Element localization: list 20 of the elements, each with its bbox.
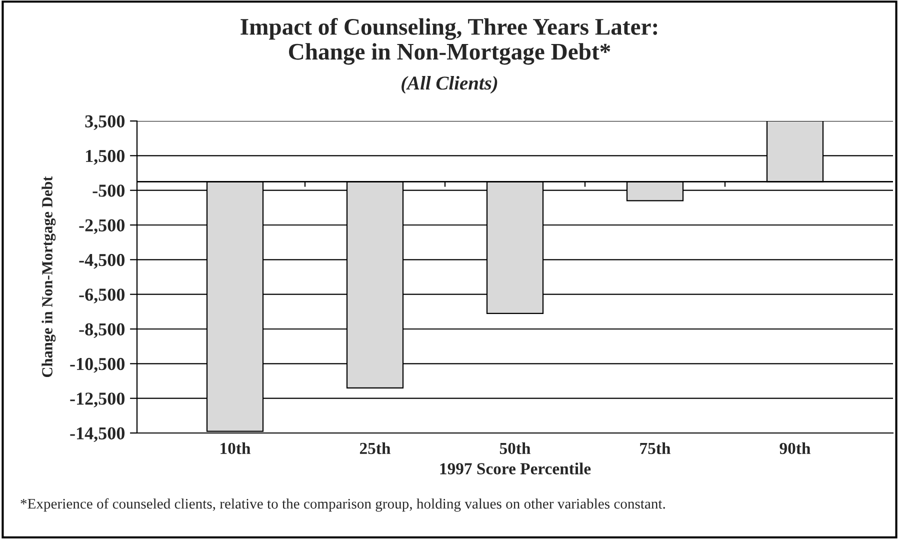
x-axis-title: 1997 Score Percentile	[440, 462, 591, 474]
y-tick-label: -10,500	[70, 358, 125, 373]
y-tick-label: -12,500	[70, 392, 125, 408]
y-tick-label: -2,500	[79, 219, 125, 234]
y-tick-label: -4,500	[79, 254, 125, 269]
y-tick-label: -6,500	[79, 288, 125, 304]
y-tick-label: -500	[92, 184, 125, 197]
y-tick-label: -14,500	[70, 427, 125, 442]
x-tick-label: 25th	[360, 442, 390, 454]
y-tick-label: -8,500	[79, 323, 125, 338]
y-axis-title: Change in Non-Mortgage Debt	[42, 176, 56, 378]
y-tick-label: 3,500	[85, 115, 125, 130]
x-tick-label: 10th	[220, 442, 250, 454]
x-tick-label: 75th	[640, 442, 670, 454]
x-tick-label: 90th	[780, 442, 810, 454]
text: *Experience of counseled clients, relative to the comparison group, holding values on other variables constant.	[20, 498, 665, 512]
chart-subtitle: (All Clients)	[402, 76, 498, 94]
y-tick-label: 1,500	[86, 150, 125, 165]
chart-title: Impact of Counseling, Three Years Later: Change in Non-Mortgage Debt*	[240, 18, 658, 65]
x-tick-label: 50th	[500, 442, 530, 454]
